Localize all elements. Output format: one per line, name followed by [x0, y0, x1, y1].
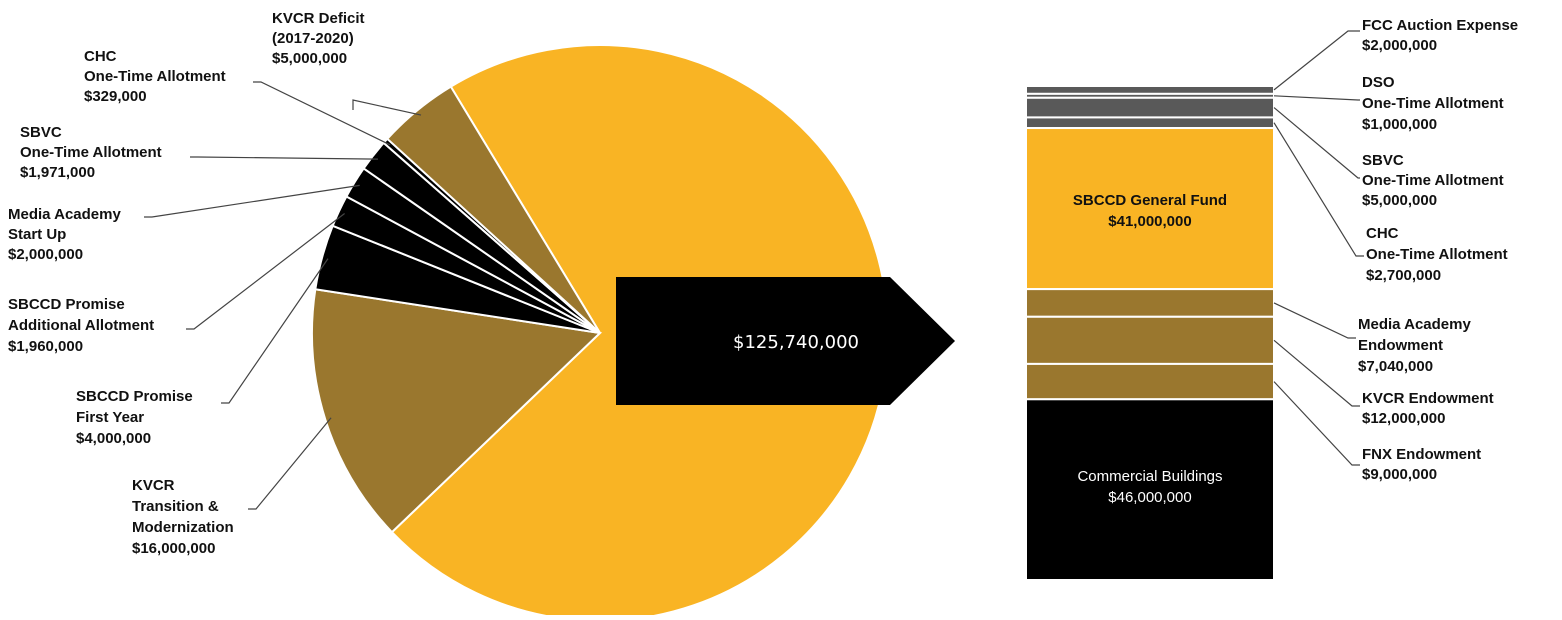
pie-chart: KVCR Transition & Modernization $16,000,000…: [8, 10, 889, 620]
pie-label-promise-first-line: $4,000,000: [76, 430, 151, 447]
bar-label-dso-line: DSO: [1362, 74, 1395, 91]
total-arrow: $125,740,000: [616, 277, 955, 405]
pie-label-promise-first-line: First Year: [76, 409, 144, 426]
bar-segment-fcc: [1025, 85, 1275, 95]
pie-label-promise-first-line: SBCCD Promise: [76, 388, 193, 405]
pie-label-chc-onetime-line: One-Time Allotment: [84, 68, 226, 85]
stacked-bar-chart: SBCCD General Fund $41,000,000 Commercial …: [1025, 17, 1518, 581]
pie-label-kvcr-transition-line: $16,000,000: [132, 540, 215, 557]
pie-label-kvcr-transition-line: KVCR: [132, 477, 175, 494]
pie-label-media-startup-line: Media Academy: [8, 206, 121, 223]
bar-label-sbvc-line: $5,000,000: [1362, 192, 1437, 209]
bar-leader-fcc: [1273, 30, 1360, 91]
bar-segment-commercial: [1025, 398, 1275, 581]
bar-leader-dso: [1273, 95, 1360, 101]
leader-line-kvcr-deficit: [352, 99, 422, 116]
pie-label-media-startup-line: Start Up: [8, 226, 66, 243]
bar-segment-chc: [1025, 116, 1275, 130]
pie-label-sbvc-onetime-line: One-Time Allotment: [20, 144, 162, 161]
pie-slice-kvcr-deficit: [385, 85, 601, 334]
bar-label-chc-line: CHC: [1366, 225, 1399, 242]
pie-label-sbvc-onetime-line: $1,971,000: [20, 164, 95, 181]
bar-leader-media-end: [1273, 302, 1356, 339]
bar-label-fcc-line: FCC Auction Expense: [1362, 17, 1518, 34]
bar-segment-fnx-end: [1025, 362, 1275, 401]
bar-leader-sbvc: [1273, 107, 1360, 179]
pie-label-kvcr-transition-line: Transition &: [132, 498, 219, 515]
pie-label-promise-add-line: SBCCD Promise: [8, 296, 125, 313]
pie-label-chc-onetime-line: $329,000: [84, 88, 147, 105]
bar-label-dso-line: One-Time Allotment: [1362, 95, 1504, 112]
bar-label-fcc-line: $2,000,000: [1362, 37, 1437, 54]
pie-label-chc-onetime-line: CHC: [84, 48, 117, 65]
pie-label-kvcr-deficit-line: (2017-2020): [272, 30, 354, 47]
bar-segment-sbvc: [1025, 96, 1275, 119]
bar-leader-chc: [1273, 122, 1364, 257]
bar-label-chc-line: $2,700,000: [1366, 267, 1441, 284]
leader-line-promise-first: [221, 258, 329, 404]
bar-label-dso-line: $1,000,000: [1362, 116, 1437, 133]
leader-line-kvcr-transition: [248, 417, 332, 510]
bar-label-commercial-line: $46,000,000: [1108, 489, 1191, 506]
pie-label-promise-add-line: $1,960,000: [8, 338, 83, 355]
leader-line-sbvc-onetime: [190, 156, 379, 160]
bar-label-fnx-end-line: FNX Endowment: [1362, 446, 1481, 463]
arrow-shape: [616, 277, 955, 405]
leader-line-chc-onetime: [253, 81, 391, 146]
bar-label-fnx-end-line: $9,000,000: [1362, 466, 1437, 483]
arrow-total-label: $125,740,000: [733, 332, 859, 353]
bar-label-kvcr-end-line: KVCR Endowment: [1362, 390, 1494, 407]
pie-label-sbvc-onetime-line: SBVC: [20, 124, 62, 141]
pie-label-media-startup-line: $2,000,000: [8, 246, 83, 263]
bar-leader-kvcr-end: [1273, 339, 1360, 407]
bar-segment-media-end: [1025, 288, 1275, 318]
pie-label-kvcr-deficit-line: KVCR Deficit: [272, 10, 365, 27]
leader-line-promise-add: [186, 213, 345, 330]
leader-line-media-startup: [144, 184, 360, 218]
bar-label-commercial-line: Commercial Buildings: [1077, 468, 1222, 485]
bar-leader-fnx-end: [1273, 381, 1360, 466]
bar-label-kvcr-end-line: $12,000,000: [1362, 410, 1445, 427]
bar-label-media-end-line: $7,040,000: [1358, 358, 1433, 375]
pie-label-kvcr-transition-line: Modernization: [132, 519, 234, 536]
pie-label-promise-add-line: Additional Allotment: [8, 317, 154, 334]
bar-label-media-end-line: Media Academy: [1358, 316, 1471, 333]
bar-label-general-line: $41,000,000: [1108, 213, 1191, 230]
bar-label-sbvc-line: One-Time Allotment: [1362, 172, 1504, 189]
bar-label-general-line: SBCCD General Fund: [1073, 192, 1227, 209]
bar-label-chc-line: One-Time Allotment: [1366, 246, 1508, 263]
bar-label-media-end-line: Endowment: [1358, 337, 1443, 354]
pie-slice-kvcr-transition: [311, 288, 603, 534]
bar-segment-kvcr-end: [1025, 315, 1275, 365]
pie-label-kvcr-deficit-line: $5,000,000: [272, 50, 347, 67]
bar-label-sbvc-line: SBVC: [1362, 152, 1404, 169]
